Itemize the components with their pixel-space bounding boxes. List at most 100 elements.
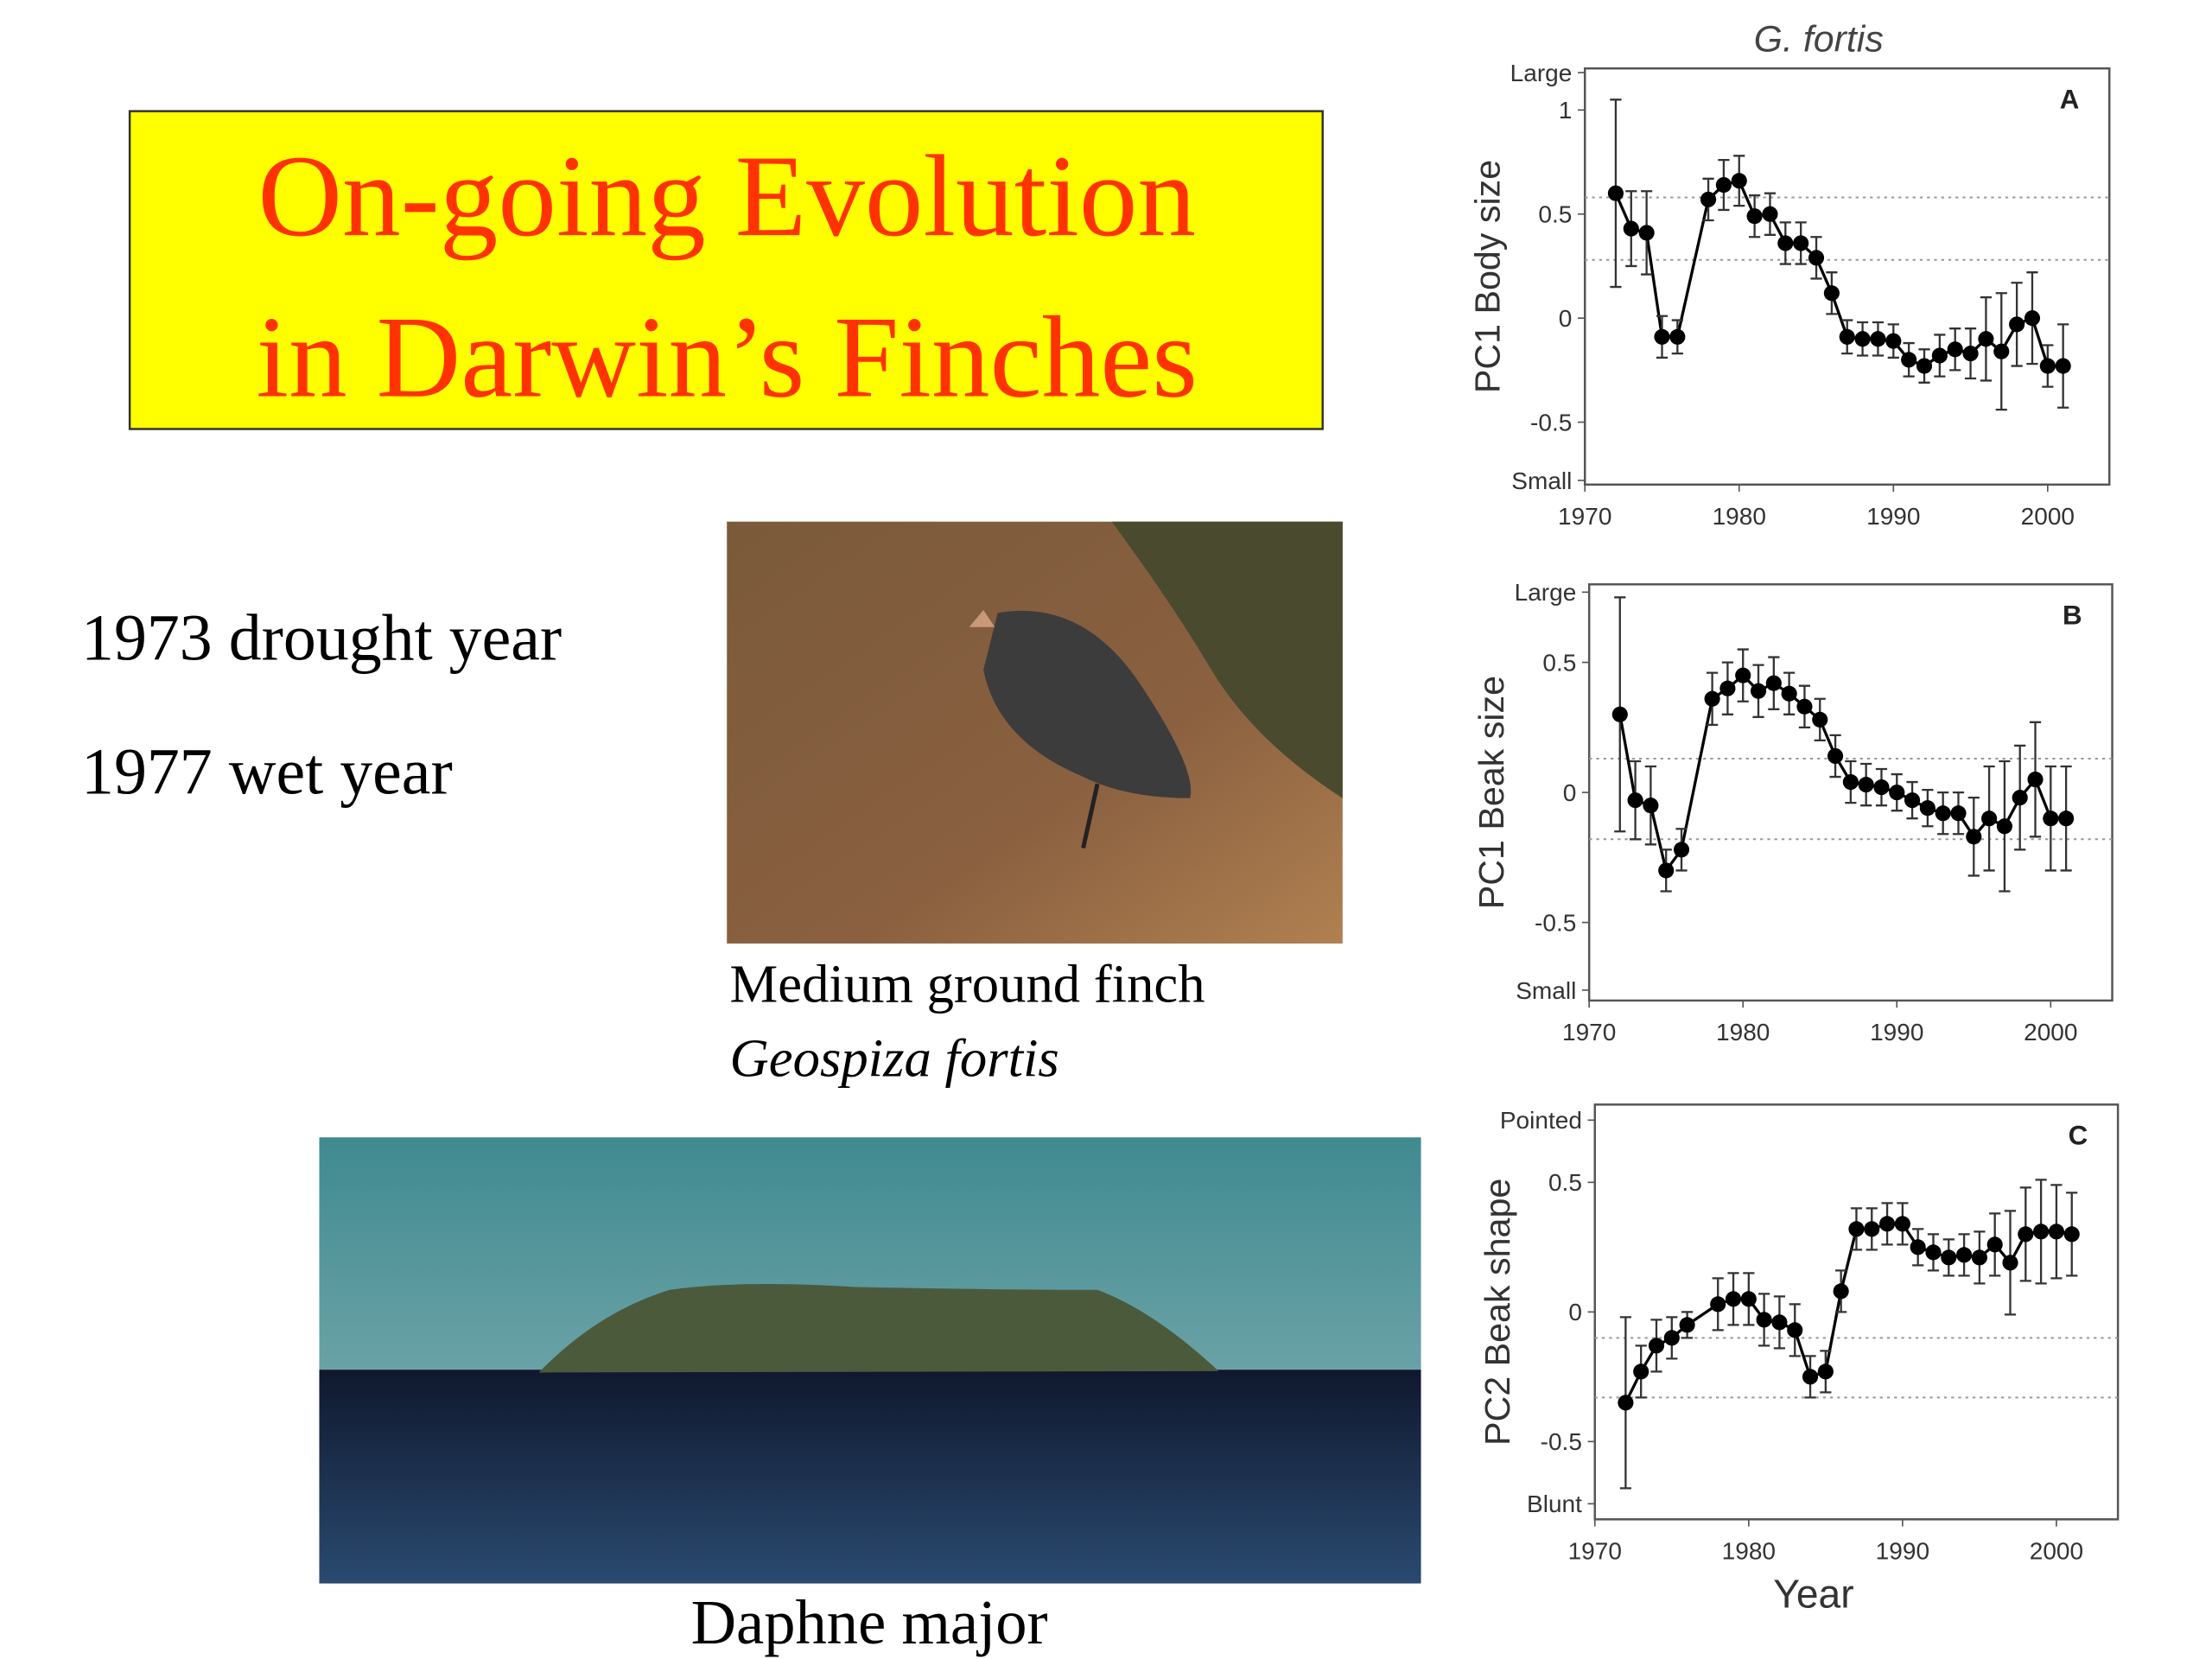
data-point [1623, 220, 1639, 237]
data-point [1901, 352, 1917, 368]
y-tick-label: -0.5 [1530, 409, 1572, 435]
data-point [1648, 1338, 1665, 1354]
data-point [1971, 1249, 1987, 1266]
note: 1973 drought year [81, 602, 562, 675]
data-point [1956, 1247, 1973, 1263]
plot-frame [1583, 67, 2111, 486]
island-caption: Daphne major [691, 1587, 1048, 1657]
x-tick-label: 1990 [1866, 503, 1920, 530]
data-point [1827, 747, 1844, 765]
data-point [2002, 1255, 2018, 1271]
data-point [1765, 675, 1782, 691]
data-point [1817, 1363, 1834, 1380]
slide-title: in Darwin’s Finches [257, 293, 1198, 423]
data-point [1925, 1244, 1942, 1261]
data-point [1935, 805, 1951, 822]
y-tick-label: -0.5 [1535, 910, 1576, 937]
data-point [1746, 208, 1763, 225]
panel-label: A [2060, 84, 2080, 114]
y-tick-label: Pointed [1500, 1107, 1582, 1134]
data-point [1735, 667, 1751, 683]
data-point [1771, 1314, 1788, 1331]
y-tick-label: 0 [1568, 1299, 1582, 1325]
finch-photo [727, 521, 1343, 944]
data-point [1756, 1312, 1772, 1328]
data-point [1658, 862, 1675, 879]
data-point [1894, 1216, 1910, 1232]
y-tick-label: 0.5 [1542, 649, 1576, 676]
y-tick-label: Large [1515, 579, 1577, 606]
data-point [1919, 800, 1936, 817]
data-point [1941, 1249, 1957, 1266]
data-point [2055, 358, 2071, 374]
data-point [1740, 1291, 1757, 1307]
data-point [2043, 810, 2059, 827]
data-point [1750, 683, 1767, 699]
data-point [2027, 771, 2044, 788]
chart: G. fortis A PC1 Body size 1970 1980 1990 2000 S… [1467, 18, 2111, 530]
y-tick-label: Blunt [1527, 1491, 1582, 1517]
data-point [1669, 328, 1686, 345]
x-tick-label: 2000 [2024, 1019, 2077, 1046]
y-tick-label: Small [1511, 467, 1572, 494]
y-tick-label: 0.5 [1538, 201, 1572, 228]
data-point [2018, 1226, 2034, 1243]
chart: B PC1 Beak size 1970 1980 1990 2000 Small -0.5 0… [1471, 579, 2113, 1046]
data-point [1808, 250, 1825, 266]
data-point [1950, 805, 1967, 822]
data-point [2009, 316, 2025, 333]
y-tick-label: 0.5 [1548, 1169, 1582, 1196]
panel-label: B [2063, 600, 2082, 630]
data-point [1638, 225, 1655, 241]
y-axis-label: PC1 Beak size [1471, 676, 1511, 909]
island-photo [319, 1137, 1421, 1584]
data-point [1864, 1221, 1880, 1237]
data-point [2063, 1226, 2080, 1243]
y-tick-label: -0.5 [1541, 1428, 1582, 1455]
data-point [1873, 779, 1890, 796]
data-point [1812, 711, 1828, 728]
data-point [1731, 173, 1747, 189]
data-point [2033, 1224, 2050, 1240]
plot-frame [1593, 1103, 2120, 1521]
data-point [1996, 818, 2012, 835]
chart: C PC2 Beak shape Year 1970 1980 1990 2000 Blunt… [1478, 1103, 2120, 1617]
data-point [1781, 685, 1797, 702]
x-axis-label: Year [1773, 1572, 1853, 1617]
x-tick-label: 1970 [1568, 1538, 1622, 1565]
data-point [1931, 347, 1948, 364]
data-point [1889, 785, 1905, 801]
data-point [2039, 358, 2056, 374]
data-point [1679, 1317, 1695, 1333]
x-tick-label: 1980 [1722, 1538, 1776, 1565]
data-point [1947, 341, 1963, 358]
data-point [1704, 690, 1720, 707]
data-point [1793, 235, 1809, 251]
data-point [1978, 331, 1994, 347]
chart-title: G. fortis [1754, 18, 1884, 60]
data-point [1796, 698, 1813, 715]
data-point [1858, 777, 1874, 793]
data-line [1624, 1222, 2072, 1404]
data-point [1611, 706, 1628, 722]
y-axis-label: PC1 Body size [1467, 160, 1507, 393]
data-point [1833, 1283, 1849, 1300]
data-point [2024, 310, 2041, 327]
data-point [1802, 1369, 1819, 1385]
y-tick-label: Large [1510, 60, 1573, 86]
data-point [1663, 1330, 1680, 1346]
data-point [1916, 358, 1933, 374]
data-point [1710, 1296, 1726, 1313]
data-point [1607, 185, 1624, 201]
title-box [128, 110, 1324, 430]
data-point [1848, 1221, 1865, 1237]
data-point [1854, 331, 1871, 347]
data-point [1839, 328, 1855, 345]
data-point [1654, 328, 1670, 345]
data-point [1986, 1236, 2003, 1253]
data-point [1842, 774, 1859, 791]
data-point [1787, 1322, 1803, 1338]
data-point [2048, 1224, 2064, 1240]
y-axis-label: PC2 Beak shape [1478, 1179, 1517, 1446]
